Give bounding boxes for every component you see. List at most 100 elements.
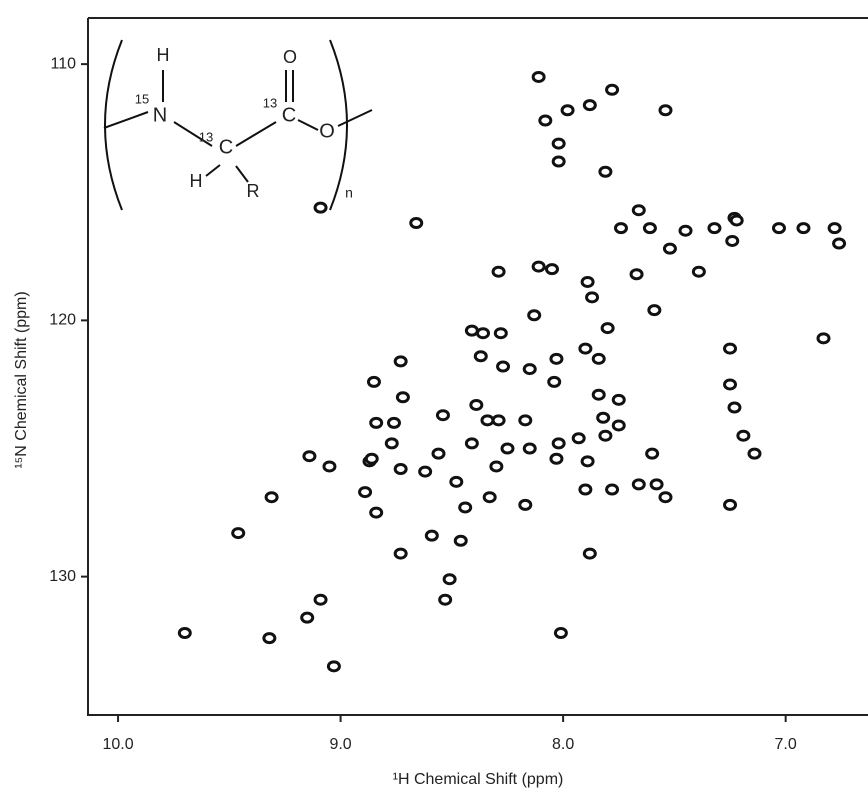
peak — [442, 573, 457, 586]
peak — [531, 70, 546, 83]
plot-frame — [87, 17, 868, 716]
peak — [322, 460, 337, 473]
x-tick-label: 7.0 — [775, 736, 797, 753]
peak — [409, 217, 424, 229]
peak — [313, 593, 328, 606]
y-axis-label: ¹⁵N Chemical Shift (ppm) — [13, 291, 30, 468]
peak — [544, 263, 559, 276]
x-axis-label: ¹H Chemical Shift (ppm) — [393, 771, 564, 788]
structure-label: N — [153, 104, 167, 126]
structure-label: C — [219, 136, 233, 158]
peak — [827, 222, 842, 235]
peak — [522, 363, 537, 376]
peak — [645, 447, 660, 460]
peak — [580, 455, 595, 468]
peak — [591, 388, 606, 401]
peak — [796, 222, 811, 235]
bond — [173, 121, 213, 147]
y-tick-label: 110 — [50, 55, 76, 72]
peak — [453, 534, 468, 547]
left-bracket — [104, 39, 123, 211]
peak — [464, 324, 479, 337]
peak — [725, 234, 740, 247]
peak — [264, 491, 279, 504]
peak — [723, 378, 738, 391]
peak — [424, 529, 439, 542]
peak — [384, 437, 399, 450]
peak — [473, 350, 488, 363]
peak — [551, 437, 566, 450]
peak — [458, 501, 473, 514]
peak — [531, 260, 546, 273]
peak — [729, 214, 744, 227]
peak — [449, 475, 464, 488]
x-tick-label: 9.0 — [329, 736, 351, 753]
peak — [591, 352, 606, 365]
peak — [707, 222, 722, 235]
structure-label: R — [247, 181, 260, 201]
peak — [358, 486, 373, 499]
peak — [364, 452, 379, 465]
peak — [393, 547, 408, 560]
peak — [832, 237, 847, 250]
y-tick-label: 130 — [49, 568, 76, 585]
peak — [231, 527, 246, 540]
peak — [658, 104, 673, 117]
structure-label: O — [319, 120, 335, 142]
peak — [647, 304, 662, 317]
peak — [476, 327, 491, 340]
peak — [662, 242, 677, 255]
peak — [649, 478, 664, 491]
structure-label: H — [157, 45, 170, 65]
peak — [366, 375, 381, 388]
peak — [522, 442, 537, 455]
peak — [571, 432, 586, 445]
peak — [551, 155, 566, 168]
peak — [631, 478, 646, 491]
structure-label: C — [282, 104, 296, 126]
peak — [500, 442, 515, 455]
bond — [205, 164, 249, 183]
peak — [605, 483, 620, 496]
peak — [369, 416, 384, 429]
peak — [369, 506, 384, 519]
peak — [527, 309, 542, 322]
peak — [723, 498, 738, 511]
structure-label: n — [345, 185, 353, 201]
peak — [395, 391, 410, 404]
structure-label: O — [283, 47, 297, 67]
peak — [435, 409, 450, 422]
bond — [235, 121, 277, 147]
peak — [262, 632, 277, 645]
peak — [386, 416, 401, 429]
peak — [491, 265, 506, 278]
peak — [469, 398, 484, 411]
peak — [727, 401, 742, 414]
peak — [642, 222, 657, 235]
peak — [393, 463, 408, 475]
peak — [736, 429, 751, 442]
structure-label: 13 — [199, 129, 213, 144]
right-bracket — [329, 39, 348, 211]
peak — [326, 660, 341, 673]
peak — [596, 411, 611, 424]
peak — [613, 222, 628, 235]
peak — [600, 322, 615, 335]
peak — [631, 204, 646, 217]
bond — [285, 70, 294, 102]
peak — [629, 268, 644, 281]
peak — [302, 450, 317, 463]
peak — [678, 224, 693, 237]
peak — [538, 114, 553, 127]
peak — [549, 352, 564, 365]
peak — [747, 447, 762, 460]
y-tick-label: 120 — [49, 312, 76, 329]
peak — [464, 437, 479, 450]
peak — [518, 498, 533, 511]
x-tick-label: 10.0 — [102, 736, 133, 753]
structure-label: 13 — [263, 95, 277, 110]
peak — [489, 460, 504, 473]
peak — [431, 447, 446, 460]
